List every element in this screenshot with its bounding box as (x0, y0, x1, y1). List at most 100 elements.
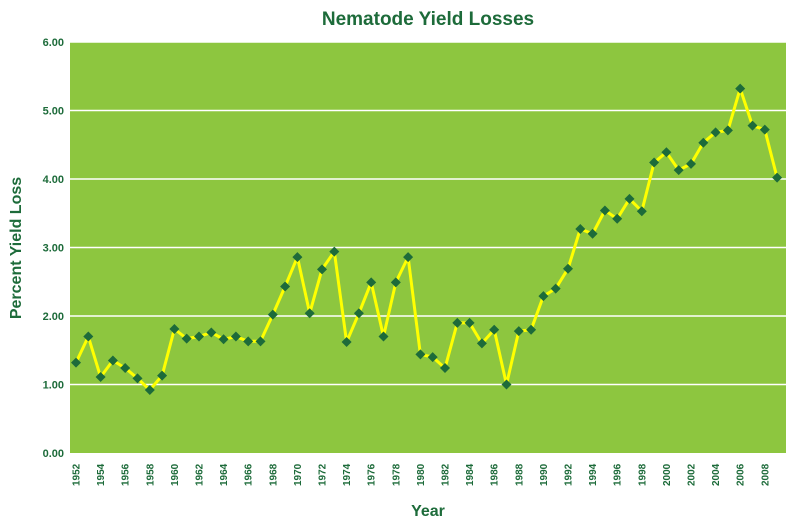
data-point (71, 357, 81, 368)
data-point (526, 324, 537, 335)
data-point (317, 264, 327, 275)
data-point (341, 337, 352, 348)
data-point (587, 228, 598, 239)
y-tick-label: 0.00 (43, 448, 64, 460)
data-point (107, 355, 118, 366)
data-point (440, 363, 450, 374)
x-tick-label: 1972 (318, 463, 329, 486)
data-point (378, 331, 389, 342)
data-point (563, 263, 573, 274)
chart-title: Nematode Yield Losses (322, 9, 534, 30)
y-tick-label: 5.00 (43, 106, 64, 118)
x-tick-label: 1974 (342, 463, 353, 486)
data-point (476, 338, 487, 349)
data-point (710, 127, 721, 138)
data-point (218, 334, 229, 345)
data-point (194, 331, 204, 342)
x-tick-label: 1982 (441, 463, 452, 486)
x-tick-label: 1992 (564, 463, 575, 486)
x-tick-label: 1954 (96, 463, 107, 486)
data-point (550, 283, 561, 294)
x-tick-label: 1952 (72, 463, 83, 486)
data-point (575, 224, 586, 235)
y-tick-label: 3.00 (43, 243, 64, 255)
data-point (329, 246, 340, 257)
data-point (390, 277, 401, 288)
data-point (686, 158, 696, 169)
data-point (280, 281, 291, 292)
data-markers (71, 83, 783, 395)
data-point (612, 213, 623, 224)
data-point (624, 193, 635, 204)
data-point (489, 324, 500, 335)
data-point (636, 206, 647, 217)
data-point (255, 336, 266, 347)
data-point (722, 125, 733, 136)
x-tick-label: 2008 (760, 463, 771, 486)
data-point (661, 147, 672, 158)
data-point (132, 373, 143, 384)
data-point (144, 384, 155, 395)
series-line (74, 87, 779, 392)
data-point (452, 317, 463, 328)
x-tick-label: 1998 (637, 463, 648, 486)
data-point (698, 137, 709, 148)
y-tick-label: 6.00 (43, 37, 64, 49)
data-point (427, 352, 438, 363)
data-point (673, 165, 684, 176)
y-tick-label: 4.00 (43, 174, 64, 186)
data-point (772, 172, 783, 183)
data-point (157, 370, 168, 381)
y-tick-label: 1.00 (43, 380, 64, 392)
y-axis-title: Percent Yield Loss (8, 177, 25, 319)
x-tick-label: 1996 (613, 463, 624, 486)
data-point (304, 308, 315, 319)
x-tick-label: 1990 (539, 463, 550, 486)
data-point (759, 124, 770, 135)
data-point (353, 308, 364, 319)
x-tick-label: 1988 (514, 463, 525, 486)
data-point (206, 327, 217, 338)
x-tick-label: 2004 (711, 463, 722, 486)
x-tick-label: 1978 (391, 463, 402, 486)
x-tick-label: 1960 (170, 463, 181, 486)
data-point (403, 252, 414, 263)
data-point (501, 379, 512, 390)
x-tick-label: 1968 (268, 463, 279, 486)
data-point (538, 291, 549, 302)
data-point (747, 120, 758, 131)
x-tick-label: 1962 (195, 463, 206, 486)
data-point (181, 333, 192, 344)
data-point (95, 371, 106, 382)
data-point (230, 331, 241, 342)
x-tick-label: 1994 (588, 463, 599, 486)
x-tick-label: 1970 (293, 463, 304, 486)
x-tick-label: 1980 (416, 463, 427, 486)
x-tick-label: 1966 (244, 463, 255, 486)
data-point (292, 252, 303, 263)
x-tick-label: 1976 (367, 463, 378, 486)
data-point (513, 326, 524, 337)
x-tick-label: 2006 (736, 463, 747, 486)
x-axis-ticks: 1952 1954 1956 1958 1960 1962 1964 1966 1968 1970… (72, 463, 772, 486)
x-tick-label: 1984 (465, 463, 476, 486)
data-point (415, 349, 426, 360)
data-point (243, 336, 254, 347)
data-point (83, 331, 94, 342)
data-point (464, 317, 475, 328)
y-tick-label: 2.00 (43, 311, 64, 323)
gridlines (70, 41, 786, 386)
data-point (120, 363, 131, 374)
x-axis-title: Year (411, 503, 445, 520)
x-tick-label: 1956 (121, 463, 132, 486)
data-point (649, 157, 660, 168)
x-tick-label: 1958 (145, 463, 156, 486)
x-tick-label: 1986 (490, 463, 501, 486)
x-tick-label: 1964 (219, 463, 230, 486)
data-point (599, 205, 610, 216)
x-tick-label: 2002 (687, 463, 698, 486)
data-point (267, 309, 278, 320)
x-tick-label: 2000 (662, 463, 673, 486)
data-point (366, 277, 377, 288)
